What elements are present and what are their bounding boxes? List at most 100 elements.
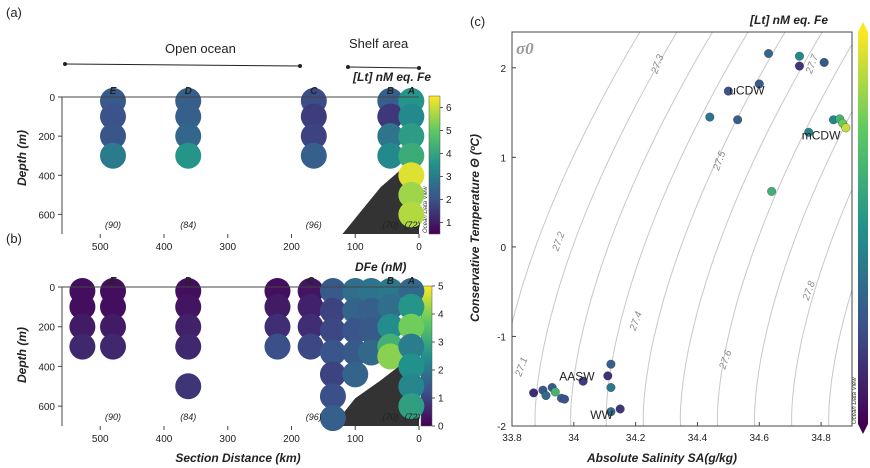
colorbar-tick-label: 4 [438, 310, 444, 321]
colorbar-tick-label: 2 [446, 195, 452, 206]
x-tick-label: 200 [283, 242, 300, 253]
isopycnal-line [828, 288, 852, 426]
region-label-open-ocean: Open ocean [165, 41, 236, 56]
data-point [358, 277, 385, 304]
data-point [398, 103, 425, 130]
data-point [560, 394, 569, 404]
data-point [606, 359, 616, 369]
data-point [319, 339, 346, 366]
data-point [100, 333, 126, 360]
data-point [398, 333, 425, 360]
data-point [175, 123, 202, 150]
region-bracket-open-ocean [63, 62, 302, 68]
y-tick-label: -2 [497, 422, 506, 433]
x-tick-label: 100 [347, 242, 364, 253]
bathymetry [329, 342, 419, 426]
data-point [764, 49, 773, 58]
isopycnal-line [570, 32, 713, 426]
y-tick-label: 1 [500, 153, 506, 164]
data-point [398, 123, 425, 150]
data-point [100, 313, 126, 340]
data-point [100, 103, 126, 130]
panel-b-ylabel: Depth (m) [15, 327, 29, 383]
colorbar-b-title: DFe (nM) [355, 260, 406, 274]
y-tick-label: 400 [38, 171, 55, 182]
data-point [69, 333, 96, 360]
data-point [264, 313, 291, 340]
data-point [264, 333, 291, 360]
colorbar-b [420, 285, 433, 427]
panel-c-label: (c) [470, 14, 485, 29]
watermark-a: Ocean Data View [423, 186, 429, 233]
station-label: D [185, 86, 192, 97]
isopycnal-line [512, 32, 641, 326]
y-tick-label: -1 [497, 332, 506, 343]
colorbar-tick-label: 4 [446, 149, 452, 160]
data-point [297, 293, 324, 320]
data-point [69, 293, 96, 320]
data-point [377, 123, 404, 150]
data-point [398, 353, 425, 380]
station-label: C [310, 86, 318, 97]
data-point [733, 115, 743, 125]
x-tick-label: 100 [347, 434, 364, 445]
isopycnal-label: 27.3 [649, 53, 666, 76]
x-tick-label: 0 [416, 434, 422, 445]
colorbar-c [858, 32, 868, 424]
colorbar-a [428, 95, 441, 235]
panel-c-ylabel: Conservative Temperature Θ (ºC) [468, 134, 482, 322]
data-point [603, 371, 613, 381]
x-tick-label: 34.6 [750, 433, 770, 444]
data-point [398, 181, 425, 208]
data-point [100, 142, 126, 169]
data-point [297, 333, 324, 360]
x-tick-label: 34.2 [626, 433, 646, 444]
data-point [795, 61, 804, 71]
station-label: B [387, 276, 394, 287]
data-point [69, 313, 96, 340]
data-point [398, 201, 425, 228]
x-tick-label: 500 [92, 242, 109, 253]
data-point [175, 293, 202, 320]
station-label: E [110, 86, 117, 97]
sigma-symbol: σ0 [516, 39, 534, 58]
colorbar-c-top-arrow [858, 22, 868, 32]
data-point [175, 373, 202, 400]
x-tick-label: 400 [156, 242, 173, 253]
water-mass-label: AASW [559, 369, 595, 383]
sample-count-label: (90) [105, 412, 121, 422]
x-tick-label: 34.4 [688, 433, 708, 444]
data-point [100, 123, 126, 150]
x-tick-label: 0 [416, 242, 422, 253]
x-tick-label: 34.8 [811, 433, 831, 444]
isopycnal-label: 27.2 [550, 230, 567, 253]
sample-count-label: (72) [404, 220, 420, 230]
isopycnal-label: 27.7 [804, 53, 821, 76]
sample-count-label: (84) [180, 220, 196, 230]
colorbar-tick-label: 1 [446, 218, 452, 229]
data-point [578, 376, 588, 386]
colorbar-c-bottom-arrow [858, 424, 868, 434]
data-point [300, 103, 327, 130]
data-point [550, 387, 560, 397]
station-label: A [407, 86, 415, 97]
plot-frame [511, 31, 853, 427]
data-point [175, 142, 202, 169]
data-point [319, 317, 346, 344]
isopycnal-group [512, 32, 852, 426]
y-tick-label: 200 [38, 132, 55, 143]
data-point [723, 86, 733, 96]
isopycnal-line [679, 32, 823, 426]
isopycnal-label: 27.6 [717, 348, 734, 371]
colorbar-tick-label: 0 [438, 422, 444, 433]
data-point [319, 383, 346, 410]
station-label: C [307, 276, 315, 287]
data-point [175, 103, 202, 130]
colorbar-tick-label: 3 [446, 172, 452, 183]
data-point [398, 393, 425, 420]
isopycnal-label: 27.1 [513, 356, 530, 379]
isopycnal-label: 27.5 [711, 150, 728, 173]
x-tick-label: 200 [283, 434, 300, 445]
data-point [606, 407, 616, 417]
